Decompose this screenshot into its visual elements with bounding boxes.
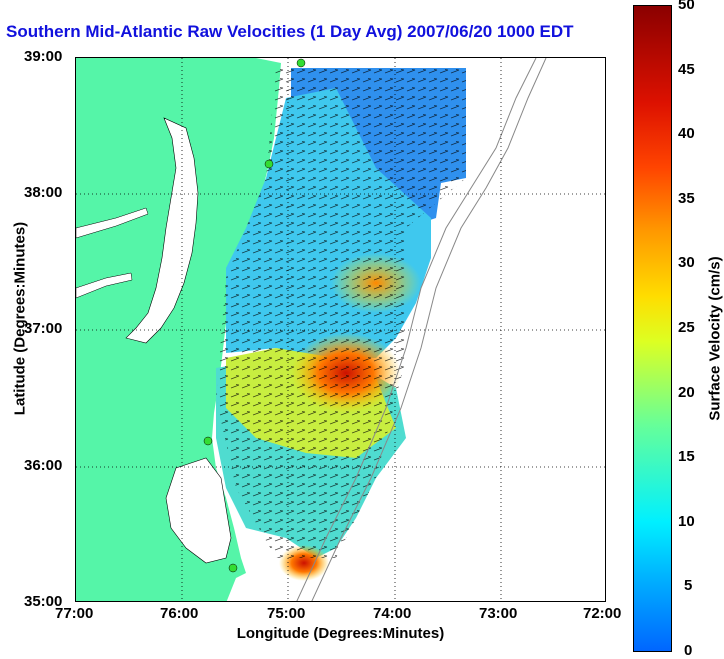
station-marker: [264, 159, 274, 169]
x-tick: 74:00: [373, 605, 412, 622]
isobath-line: [311, 58, 547, 601]
colorbar-tick: 35: [678, 190, 695, 207]
colorbar-label: Surface Velocity (cm/s): [706, 256, 724, 421]
river-estuary: [76, 272, 133, 299]
map-plot-area[interactable]: [75, 57, 606, 602]
y-tick: 36:00: [24, 457, 63, 474]
river-estuary: [76, 207, 149, 239]
y-axis-label: Latitude (Degrees:Minutes): [11, 221, 29, 416]
colorbar-tick: 0: [684, 642, 693, 659]
isobath-line: [296, 58, 537, 601]
grid-lines: [76, 58, 605, 601]
map-title: Southern Mid-Atlantic Raw Velocities (1 …: [6, 22, 574, 41]
velocity-arrows: [216, 68, 466, 558]
colorbar-tick: 40: [678, 125, 695, 142]
colorbar: [633, 5, 672, 652]
x-tick: 73:00: [479, 605, 518, 622]
colorbar-tick: 20: [678, 384, 695, 401]
station-marker: [296, 58, 306, 68]
colorbar-tick: 25: [678, 319, 695, 336]
station-marker: [228, 563, 238, 573]
colorbar-tick: 5: [684, 577, 693, 594]
x-axis-label: Longitude (Degrees:Minutes): [236, 625, 445, 642]
x-tick: 76:00: [160, 605, 199, 622]
colorbar-tick: 10: [678, 513, 695, 530]
colorbar-tick: 50: [678, 0, 695, 13]
colorbar-tick: 45: [678, 61, 695, 78]
y-tick: 35:00: [24, 593, 63, 610]
x-tick: 72:00: [583, 605, 622, 622]
station-marker: [203, 436, 213, 446]
colorbar-tick: 15: [678, 448, 695, 465]
x-tick: 75:00: [267, 605, 306, 622]
pamlico-sound: [165, 457, 232, 564]
x-tick: 77:00: [55, 605, 94, 622]
land-mass: [76, 58, 281, 601]
y-tick: 38:00: [24, 184, 63, 201]
colorbar-tick: 30: [678, 254, 695, 271]
y-tick: 37:00: [24, 320, 63, 337]
map-svg: [76, 58, 605, 601]
chesapeake-bay: [125, 117, 199, 344]
y-tick: 39:00: [24, 48, 63, 65]
